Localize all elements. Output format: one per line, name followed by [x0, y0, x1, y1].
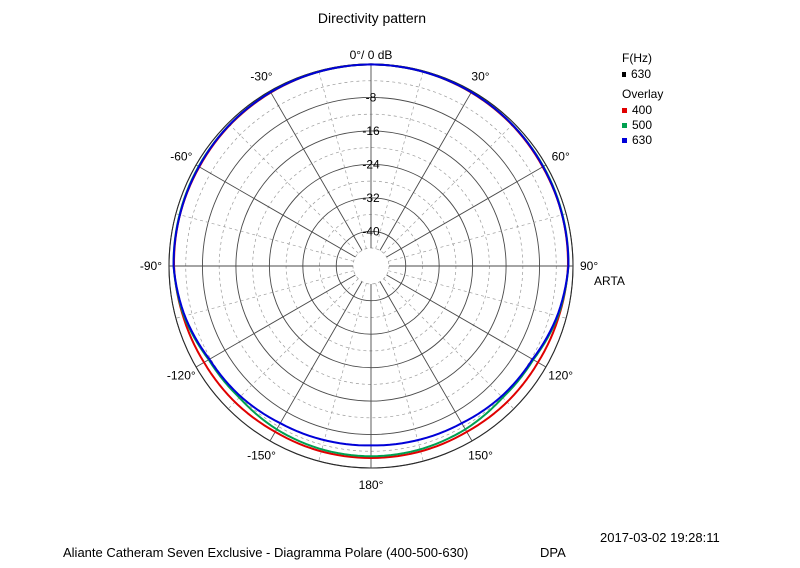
legend-swatch — [622, 123, 627, 129]
legend-swatch — [622, 138, 627, 144]
legend-entry-500: 500 — [622, 118, 652, 132]
polar-curves — [172, 63, 570, 459]
radial-top-label: 0°/ 0 dB — [350, 48, 393, 62]
grid-spoke — [379, 90, 473, 251]
grid-spoke — [388, 213, 567, 262]
radial-tick-label: -24 — [362, 157, 380, 171]
legend-entry-400: 400 — [622, 103, 652, 117]
legend-frequency-header: F(Hz) — [622, 51, 652, 65]
grid-spoke — [195, 274, 356, 368]
legend-label: 500 — [632, 118, 653, 132]
grid-spoke — [318, 283, 367, 462]
angle-label: 30° — [471, 69, 489, 83]
angle-label: 120° — [548, 369, 573, 383]
grid-spoke — [175, 270, 354, 319]
polar-labels: 30° 60° 90° 120° 150° 180° -150° -120° -90° -60° -… — [140, 48, 599, 492]
angle-label: -30° — [250, 69, 272, 83]
legend-current-swatch — [622, 72, 626, 78]
legend-label: 400 — [632, 103, 653, 117]
arta-brand-label: ARTA — [594, 274, 625, 288]
legend-label: 630 — [632, 133, 653, 147]
radial-tick-label: -16 — [362, 124, 380, 138]
grid-spoke — [375, 283, 424, 462]
grid-spoke — [227, 278, 359, 410]
grid-spoke — [388, 270, 567, 319]
chart-title: Directivity pattern — [318, 10, 426, 26]
grid-ring — [352, 247, 390, 285]
series-630-curve — [172, 63, 570, 447]
grid-spoke — [318, 70, 367, 249]
grid-spoke — [383, 278, 515, 410]
grid-spoke — [379, 281, 473, 442]
legend-swatch — [622, 108, 627, 114]
footer-caption: Aliante Catheram Seven Exclusive - Diagr… — [63, 545, 469, 560]
grid-spoke — [375, 70, 424, 249]
angle-label: 180° — [359, 478, 384, 492]
angle-label: 90° — [580, 259, 598, 273]
grid-spoke — [386, 274, 547, 368]
polar-spokes — [169, 64, 573, 468]
grid-spoke — [383, 122, 515, 254]
timestamp: 2017-03-02 19:28:11 — [600, 530, 720, 545]
radial-tick-label: -8 — [366, 91, 377, 105]
legend-entry-630: 630 — [622, 133, 652, 147]
grid-spoke — [386, 164, 547, 258]
angle-label: -120° — [167, 369, 196, 383]
grid-spoke — [195, 164, 356, 258]
legend-overlay-header: Overlay — [622, 87, 664, 101]
radial-tick-label: -32 — [362, 191, 380, 205]
angle-label: -60° — [170, 150, 192, 164]
grid-spoke — [175, 213, 354, 262]
legend-current-label: 630 — [631, 67, 652, 81]
legend-current-entry: 630 — [622, 67, 651, 81]
radial-tick-label: -40 — [362, 224, 380, 238]
grid-spoke — [269, 281, 363, 442]
angle-label: 60° — [552, 150, 570, 164]
angle-label: 150° — [468, 449, 493, 463]
footer-tag: DPA — [540, 545, 566, 560]
angle-label: -90° — [140, 259, 162, 273]
grid-spoke — [269, 90, 363, 251]
grid-spoke — [227, 122, 359, 254]
angle-label: -150° — [247, 449, 276, 463]
